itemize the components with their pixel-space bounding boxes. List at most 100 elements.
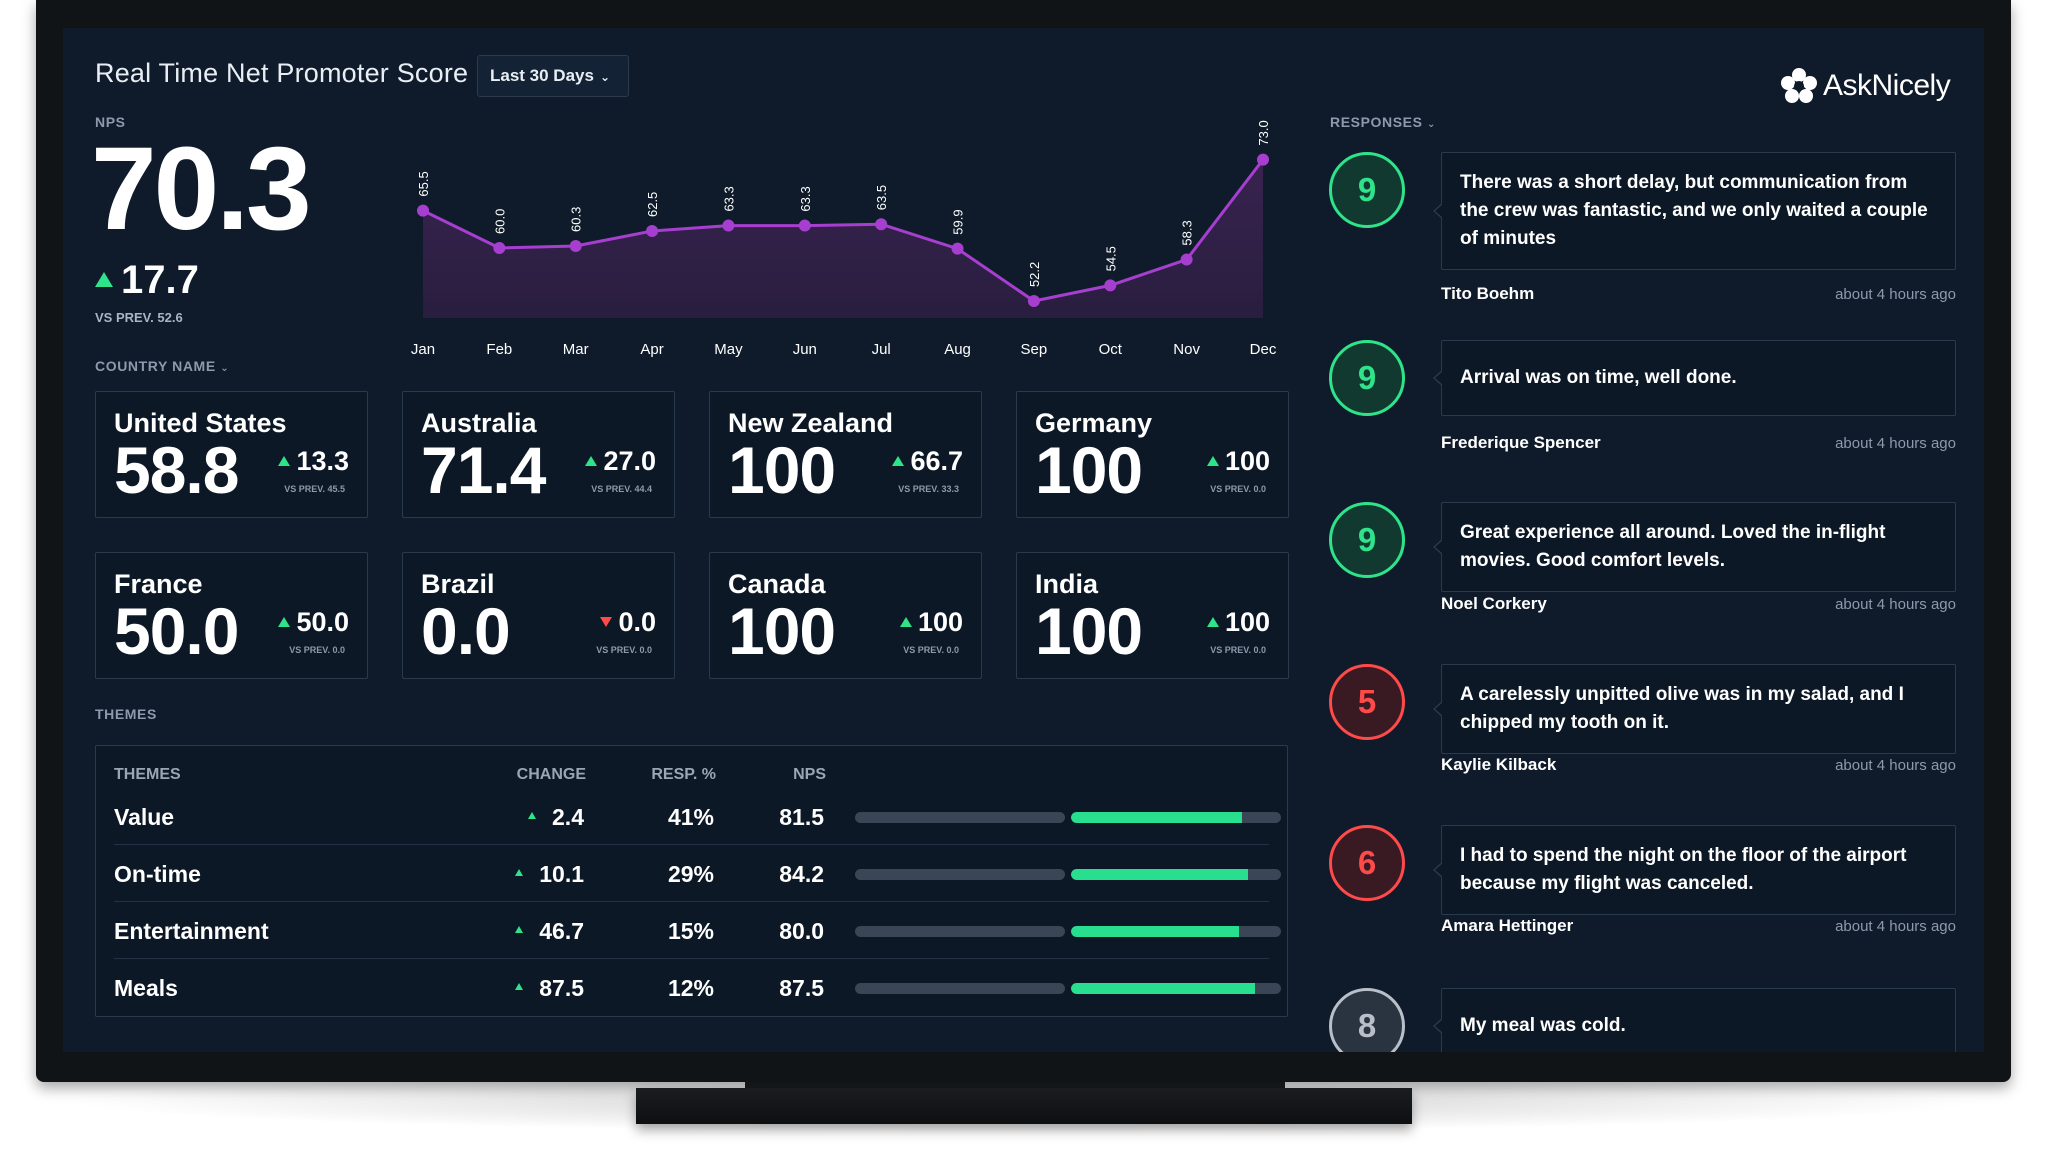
theme-change-value: 46.7 bbox=[539, 918, 584, 944]
chart-x-tick-label: Sep bbox=[1021, 341, 1048, 358]
response-timestamp: about 4 hours ago bbox=[1835, 596, 1956, 613]
chart-point[interactable] bbox=[493, 242, 506, 254]
nps-trend-chart: 65.5 60.0 60.3 62.5 63.3 63.3 63.5 59.9 52.2 54.5… bbox=[411, 120, 1277, 358]
theme-change: 10.1 bbox=[484, 861, 584, 888]
theme-row[interactable]: On-time 10.1 29% 84.2 bbox=[114, 845, 1281, 902]
nps-bar-fill bbox=[1071, 983, 1255, 994]
country-prev: VS PREV. 0.0 bbox=[289, 645, 345, 655]
chart-x-tick-label: Dec bbox=[1250, 341, 1277, 358]
country-card[interactable]: India 100 100 VS PREV. 0.0 bbox=[1016, 552, 1289, 679]
nps-bar-negative-track bbox=[855, 983, 1065, 994]
trend-down-icon bbox=[600, 617, 613, 627]
asknicely-logo: AskNicely bbox=[1779, 64, 1951, 108]
chart-data-label: 65.5 bbox=[416, 171, 431, 196]
flower-logo-icon bbox=[1781, 68, 1817, 103]
trend-up-icon bbox=[95, 272, 113, 287]
country-delta-value: 100 bbox=[1224, 607, 1270, 637]
bubble-pointer bbox=[1433, 539, 1443, 555]
nps-bar-positive-track bbox=[1071, 812, 1281, 823]
country-card[interactable]: Canada 100 100 VS PREV. 0.0 bbox=[709, 552, 982, 679]
response-comment[interactable]: There was a short delay, but communicati… bbox=[1433, 152, 1956, 270]
response-comment[interactable]: A carelessly unpitted olive was in my sa… bbox=[1433, 664, 1956, 754]
responses-filter[interactable]: RESPONSES ⌄ bbox=[1330, 114, 1436, 130]
chart-point[interactable] bbox=[646, 225, 659, 237]
page-title: Real Time Net Promoter Score bbox=[95, 58, 469, 88]
country-card[interactable]: Australia 71.4 27.0 VS PREV. 44.4 bbox=[402, 391, 675, 518]
theme-nps: 84.2 bbox=[779, 861, 824, 887]
response-comment[interactable]: My meal was cold. bbox=[1433, 988, 1956, 1052]
trend-up-icon bbox=[1206, 617, 1219, 627]
chart-point[interactable] bbox=[417, 204, 429, 217]
country-delta-value: 66.7 bbox=[910, 446, 963, 476]
country-delta: 100 bbox=[899, 607, 963, 638]
bubble-pointer bbox=[1433, 370, 1443, 386]
col-header-change: CHANGE bbox=[516, 766, 586, 783]
response-score: 9 bbox=[1329, 152, 1405, 228]
country-nps: 100 bbox=[728, 594, 836, 668]
chart-point[interactable] bbox=[1257, 153, 1269, 166]
country-nps: 71.4 bbox=[421, 433, 546, 507]
country-card[interactable]: United States 58.8 13.3 VS PREV. 45.5 bbox=[95, 391, 368, 518]
chart-data-label: 58.3 bbox=[1180, 220, 1195, 245]
chart-series-line bbox=[422, 158, 1265, 303]
chart-point[interactable] bbox=[722, 219, 735, 232]
chart-point[interactable] bbox=[1180, 253, 1193, 266]
trend-up-icon bbox=[899, 617, 912, 627]
theme-change-value: 10.1 bbox=[539, 861, 584, 887]
response-comment[interactable]: Great experience all around. Loved the i… bbox=[1433, 502, 1956, 592]
country-card[interactable]: New Zealand 100 66.7 VS PREV. 33.3 bbox=[709, 391, 982, 518]
chart-x-tick-label: Feb bbox=[486, 341, 512, 358]
nps-bar-fill bbox=[1071, 812, 1243, 823]
response-score: 9 bbox=[1329, 502, 1405, 578]
theme-nps: 87.5 bbox=[779, 975, 824, 1001]
nps-bar-positive-track bbox=[1071, 983, 1281, 994]
country-prev: VS PREV. 44.4 bbox=[591, 484, 652, 494]
period-label: Last 30 Days bbox=[490, 66, 594, 85]
response-author: Frederique Spencer bbox=[1441, 433, 1601, 452]
nps-bar-negative-track bbox=[855, 812, 1065, 823]
country-card[interactable]: France 50.0 50.0 VS PREV. 0.0 bbox=[95, 552, 368, 679]
period-dropdown[interactable]: Last 30 Days ⌄ bbox=[477, 55, 629, 97]
chevron-down-icon: ⌄ bbox=[599, 70, 611, 84]
theme-row[interactable]: Meals 87.5 12% 87.5 bbox=[114, 959, 1281, 1016]
chart-x-tick-label: Apr bbox=[640, 341, 663, 358]
country-nps: 50.0 bbox=[114, 594, 239, 668]
response-comment[interactable]: I had to spend the night on the floor of… bbox=[1433, 825, 1956, 915]
response-comment[interactable]: Arrival was on time, well done. bbox=[1433, 340, 1956, 416]
country-delta-value: 100 bbox=[1224, 446, 1270, 476]
theme-row[interactable]: Entertainment 46.7 15% 80.0 bbox=[114, 902, 1281, 959]
chart-point[interactable] bbox=[569, 239, 582, 252]
chart-point[interactable] bbox=[951, 242, 964, 255]
theme-resp-pct: 29% bbox=[667, 861, 714, 887]
country-filter[interactable]: COUNTRY NAME ⌄ bbox=[95, 358, 229, 374]
country-delta: 100 bbox=[1206, 607, 1270, 638]
trend-up-icon bbox=[278, 617, 291, 627]
country-name: New Zealand bbox=[728, 408, 894, 438]
chart-point[interactable] bbox=[798, 219, 811, 232]
bubble-pointer bbox=[1433, 1018, 1443, 1034]
trend-up-icon bbox=[528, 812, 537, 819]
theme-change: 46.7 bbox=[484, 918, 584, 945]
theme-row[interactable]: Value 2.4 41% 81.5 bbox=[114, 788, 1281, 845]
theme-change-value: 2.4 bbox=[552, 804, 584, 830]
response-timestamp: about 4 hours ago bbox=[1835, 435, 1956, 452]
country-card[interactable]: Brazil 0.0 0.0 VS PREV. 0.0 bbox=[402, 552, 675, 679]
country-delta-value: 100 bbox=[917, 607, 963, 637]
theme-name: Meals bbox=[114, 975, 178, 1001]
country-nps: 58.8 bbox=[114, 433, 239, 507]
nps-bar-fill bbox=[1071, 926, 1239, 937]
chart-data-label: 60.3 bbox=[569, 207, 584, 232]
response-score: 6 bbox=[1329, 825, 1405, 901]
country-card[interactable]: Germany 100 100 VS PREV. 0.0 bbox=[1016, 391, 1289, 518]
response-author: Noel Corkery bbox=[1441, 594, 1547, 613]
chart-point[interactable] bbox=[1104, 279, 1117, 292]
nps-bar-positive-track bbox=[1071, 869, 1281, 880]
theme-change: 2.4 bbox=[484, 804, 584, 831]
country-nps: 100 bbox=[1035, 594, 1143, 668]
country-nps: 0.0 bbox=[421, 594, 511, 668]
response-author: Tito Boehm bbox=[1441, 284, 1535, 303]
response-author: Amara Hettinger bbox=[1441, 916, 1574, 935]
chart-point[interactable] bbox=[1027, 295, 1040, 308]
chevron-down-icon: ⌄ bbox=[1427, 119, 1437, 130]
chart-point[interactable] bbox=[875, 218, 888, 231]
